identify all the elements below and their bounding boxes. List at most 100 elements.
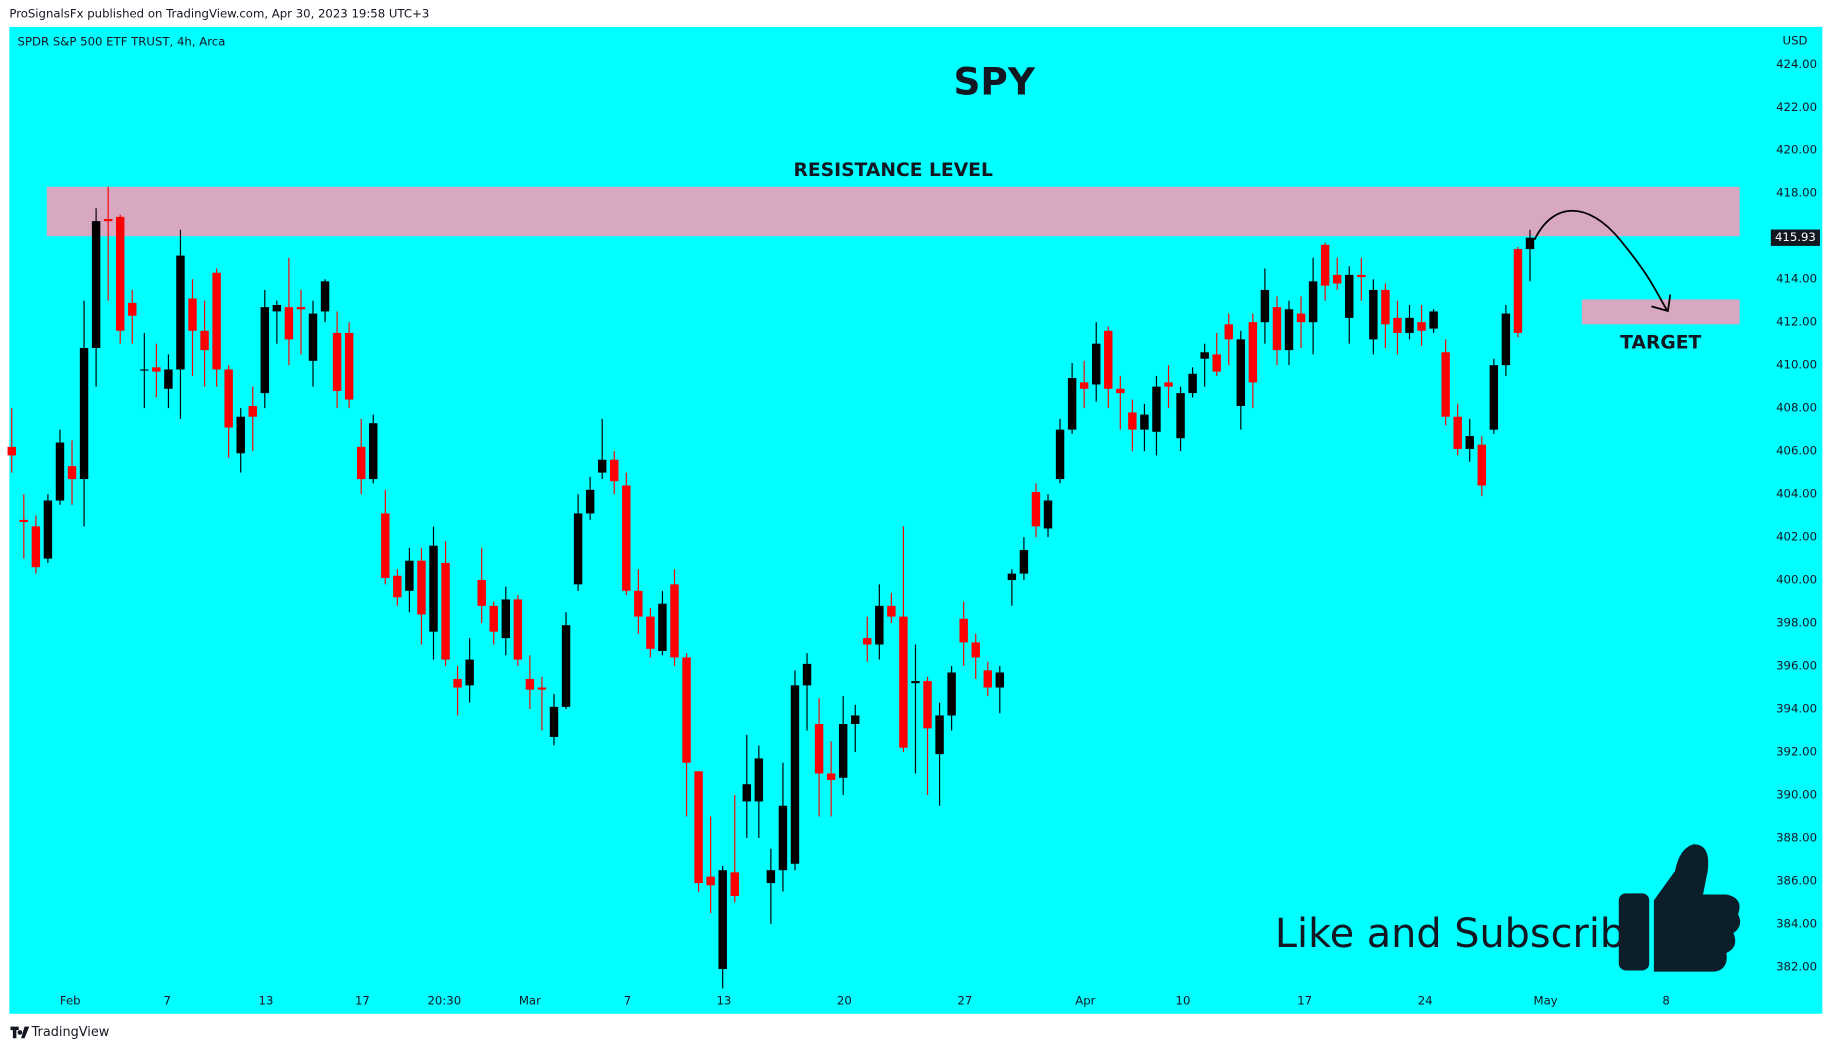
candle-body (152, 367, 161, 372)
candle-body (260, 307, 270, 394)
candle-body (308, 313, 318, 361)
y-tick-label: 388.00 (1776, 830, 1817, 844)
y-tick-label: 414.00 (1776, 272, 1817, 286)
candle-body (31, 526, 41, 568)
y-tick-label: 396.00 (1776, 659, 1817, 673)
candle-body (983, 670, 992, 688)
candle-body (1332, 274, 1342, 284)
candle-body (1019, 549, 1029, 574)
y-tick-label: 394.00 (1776, 702, 1817, 716)
zone-label: TARGET (1620, 333, 1701, 354)
candle-body (1296, 313, 1306, 323)
candle-body (248, 405, 257, 417)
x-tick-label: 24 (1418, 993, 1433, 1007)
candle-body (1369, 289, 1378, 340)
candle-body (320, 281, 330, 312)
candle-body (1164, 382, 1173, 387)
candle-body (1152, 386, 1161, 432)
y-tick-label: 408.00 (1776, 401, 1817, 415)
candle-body (682, 657, 691, 763)
candle-body (1055, 429, 1065, 480)
candle-body (441, 562, 450, 660)
candle-body (971, 642, 980, 658)
x-tick-label: 7 (624, 993, 631, 1007)
candle-body (356, 446, 366, 480)
candle-body (1260, 289, 1270, 323)
thumbs-up-icon (1618, 844, 1741, 972)
candle-body (332, 332, 342, 391)
candle-body (694, 771, 703, 884)
candle-body (1248, 322, 1258, 383)
zone (46, 186, 1740, 237)
last-price-box (1770, 229, 1820, 246)
candle-body (1477, 444, 1487, 486)
candle-body (778, 805, 788, 871)
x-tick-label: 13 (259, 993, 274, 1007)
y-tick-label: 420.00 (1776, 143, 1817, 157)
y-tick-label: 410.00 (1776, 358, 1817, 372)
y-tick-label: 386.00 (1776, 873, 1817, 887)
candle-body (236, 416, 245, 454)
candle-body (610, 459, 619, 482)
footer: TradingView (31, 1025, 110, 1040)
candle-body (1320, 244, 1330, 286)
candle-body (826, 773, 836, 780)
candle-body (730, 872, 739, 896)
candle-body (55, 442, 65, 501)
candle-body (899, 616, 908, 748)
candle-body (1513, 249, 1523, 333)
candle-body (272, 304, 282, 312)
x-tick-label: 27 (957, 993, 972, 1007)
candle-body (851, 715, 860, 725)
candle-body (1079, 382, 1089, 389)
candle-body (1176, 393, 1185, 439)
y-tick-label: 404.00 (1776, 487, 1817, 501)
x-tick-label: 17 (355, 993, 370, 1007)
candle-body (477, 580, 486, 606)
y-tick-label: 382.00 (1776, 959, 1817, 973)
y-tick-label: 424.00 (1776, 57, 1817, 71)
candle-body (754, 758, 764, 802)
candle-body (91, 221, 101, 348)
candle-body (344, 332, 354, 400)
candle-body (212, 272, 221, 370)
candle-body (1091, 343, 1101, 385)
x-tick-label: Feb (60, 993, 81, 1007)
candle-body (1224, 324, 1233, 340)
candle-body (1489, 365, 1499, 430)
x-tick-label: 8 (1662, 993, 1669, 1007)
candle-body (43, 500, 53, 559)
candle-body (513, 599, 523, 660)
candle-body (1140, 414, 1149, 430)
candle-body (1357, 274, 1366, 278)
thumb-hand (1653, 844, 1741, 972)
candle-body (670, 584, 679, 658)
y-tick-label: 392.00 (1776, 744, 1817, 758)
candle-body (802, 663, 812, 686)
candle-body (1381, 289, 1390, 325)
candle-body (164, 369, 173, 389)
y-tick-label: 390.00 (1776, 787, 1817, 801)
x-tick-label: 10 (1176, 993, 1191, 1007)
candle-body (1007, 573, 1017, 581)
candle-body (1128, 412, 1137, 430)
candle-body (67, 466, 77, 480)
header: ProSignalsFx published on TradingView.co… (9, 7, 429, 21)
candle-body (489, 605, 498, 632)
candle-body (224, 369, 233, 428)
candle-body (863, 638, 872, 645)
y-tick-label: 384.00 (1776, 916, 1817, 930)
candle-body (995, 672, 1005, 688)
candle-body (176, 255, 185, 370)
candle-body (597, 459, 607, 473)
candle-body (19, 519, 29, 523)
candle-body (1188, 373, 1197, 394)
candle-body (393, 575, 402, 598)
candle-body (1236, 339, 1246, 406)
candle-body (923, 681, 932, 729)
candle-body (284, 307, 294, 340)
symbol: SPDR S&P 500 ETF TRUST, 4h, Arca (18, 35, 226, 49)
x-tick-label: Apr (1075, 993, 1095, 1007)
candle-body (1043, 500, 1053, 529)
